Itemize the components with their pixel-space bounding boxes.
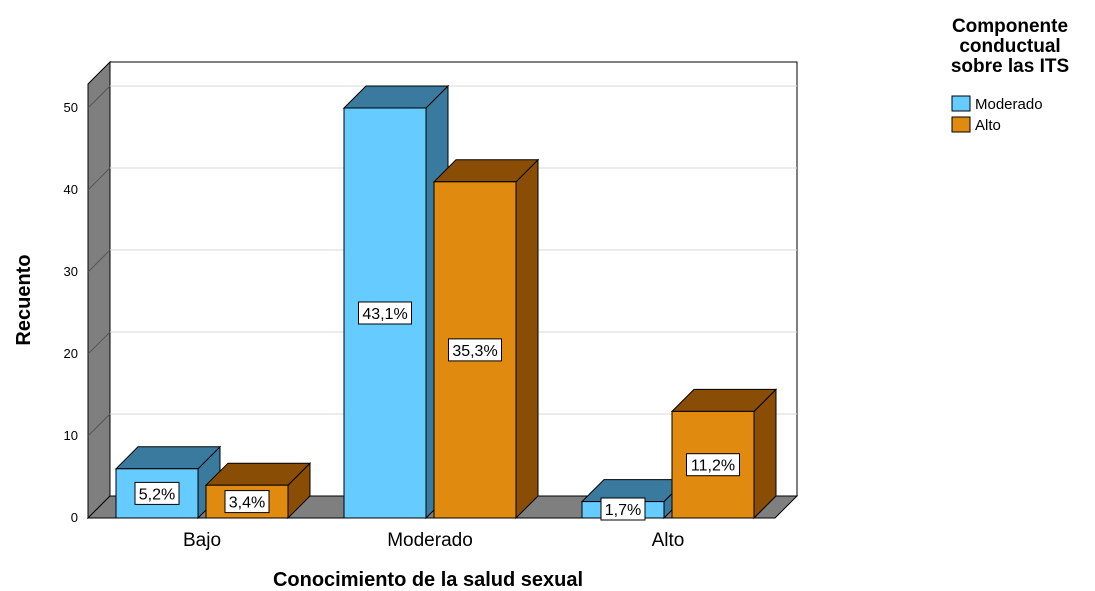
data-label-box (134, 481, 180, 505)
gridline-side (87, 249, 111, 273)
y-tick-label: 20 (64, 346, 78, 361)
gridline-side (87, 413, 111, 437)
y-tick-labels: 0 10 20 30 40 50 (64, 100, 78, 525)
data-label: 1,7% (605, 502, 641, 519)
data-label-box (358, 301, 412, 325)
x-tick-label: Bajo (183, 530, 221, 551)
gridline-side (87, 331, 111, 355)
legend-title-line: sobre las ITS (951, 56, 1069, 77)
data-label-box (600, 497, 646, 521)
data-label-box (224, 490, 270, 514)
y-tick-label: 0 (71, 510, 78, 525)
x-tick-label: Moderado (387, 530, 473, 551)
x-tick-label: Alto (652, 530, 685, 551)
legend-label: Moderado (975, 96, 1043, 113)
data-label: 35,3% (452, 343, 497, 360)
x-axis-title: Conocimiento de la salud sexual (273, 569, 583, 591)
legend-title-line: Componente (952, 16, 1068, 37)
y-tick-label: 10 (64, 428, 78, 443)
bar-alto-alto: 11,2% (670, 388, 778, 520)
legend-swatch (951, 116, 971, 133)
plot-side-wall (87, 60, 111, 520)
data-label: 43,1% (362, 306, 407, 323)
bar-moderado-bajo: 5,2% (114, 445, 222, 520)
legend-title-line: conductual (959, 36, 1060, 57)
y-tick-label: 40 (64, 182, 78, 197)
y-tick-label: 50 (64, 100, 78, 115)
x-tick-labels: Bajo Moderado Alto (183, 530, 684, 551)
data-label: 3,4% (229, 495, 265, 512)
gridline-side (87, 85, 111, 109)
data-label-box (686, 453, 740, 477)
y-tick-label: 30 (64, 264, 78, 279)
bar-side (515, 158, 539, 520)
gridline-side (87, 167, 111, 191)
bar-alto-moderado: 35,3% (432, 158, 540, 520)
y-axis-title: Recuento (13, 254, 35, 345)
data-label: 11,2% (691, 458, 735, 475)
legend-label: Alto (975, 117, 1001, 134)
bar-alto-bajo: 3,4% (204, 461, 312, 520)
bar-moderado-moderado: 43,1% (342, 84, 450, 520)
data-label: 5,2% (139, 486, 175, 503)
bars: 5,2% 3,4% 43,1% 35,3% 1,7% 11,2% (114, 84, 778, 521)
legend-swatch (951, 95, 971, 112)
data-label-box (448, 338, 502, 362)
